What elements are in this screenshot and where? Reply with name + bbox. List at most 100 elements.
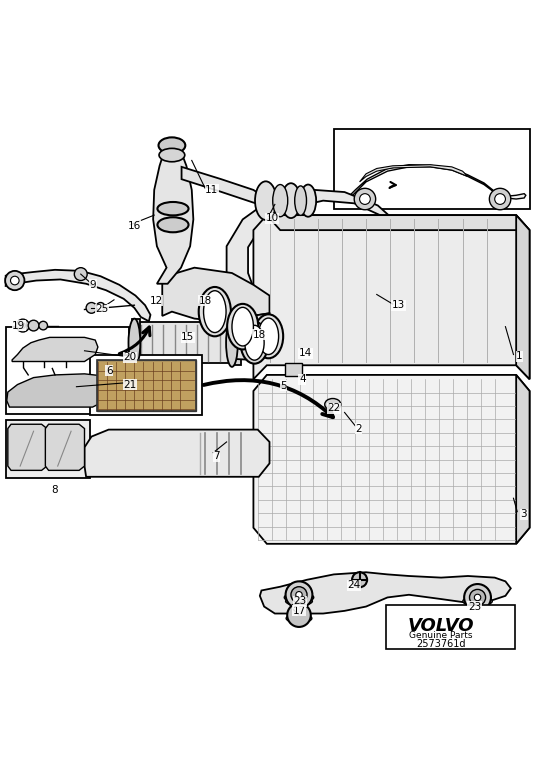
Ellipse shape — [463, 597, 492, 606]
Ellipse shape — [157, 217, 189, 232]
Ellipse shape — [254, 314, 283, 358]
Polygon shape — [516, 215, 530, 379]
Circle shape — [96, 303, 105, 311]
Ellipse shape — [300, 185, 316, 217]
Circle shape — [287, 604, 311, 627]
Ellipse shape — [128, 318, 140, 367]
Text: 11: 11 — [205, 185, 218, 195]
Ellipse shape — [204, 291, 226, 332]
Bar — [97, 361, 196, 411]
Polygon shape — [360, 165, 468, 182]
Polygon shape — [260, 572, 511, 614]
Circle shape — [10, 276, 19, 285]
Ellipse shape — [258, 318, 279, 354]
Polygon shape — [6, 421, 90, 478]
Circle shape — [354, 188, 376, 210]
Text: 18: 18 — [252, 330, 266, 339]
Text: 20: 20 — [123, 352, 137, 362]
Text: 6: 6 — [106, 366, 113, 375]
Text: 23: 23 — [294, 596, 307, 606]
Text: 18: 18 — [199, 296, 212, 306]
Circle shape — [495, 194, 506, 204]
Ellipse shape — [159, 149, 185, 162]
Ellipse shape — [324, 399, 341, 411]
Ellipse shape — [227, 304, 258, 350]
Text: 3: 3 — [521, 509, 527, 519]
Text: 19: 19 — [12, 321, 25, 331]
Ellipse shape — [273, 185, 288, 217]
Circle shape — [474, 594, 481, 601]
Text: 12: 12 — [149, 296, 163, 306]
Ellipse shape — [286, 597, 313, 605]
Bar — [231, 319, 240, 365]
Bar — [285, 363, 302, 376]
Circle shape — [469, 590, 486, 605]
Bar — [132, 319, 140, 365]
Text: 5: 5 — [280, 381, 287, 391]
Circle shape — [16, 319, 29, 332]
Text: 2573761d: 2573761d — [416, 639, 466, 649]
Text: 10: 10 — [266, 213, 279, 224]
Circle shape — [20, 323, 25, 328]
Text: 9: 9 — [90, 280, 96, 290]
Circle shape — [5, 271, 24, 290]
Ellipse shape — [158, 138, 185, 153]
Text: 25: 25 — [95, 304, 108, 314]
Text: 7: 7 — [213, 451, 220, 461]
Text: VOLVO: VOLVO — [408, 617, 474, 635]
Circle shape — [39, 321, 47, 330]
Text: 4: 4 — [299, 375, 306, 384]
Text: 16: 16 — [127, 221, 141, 231]
Text: 14: 14 — [299, 349, 312, 358]
Ellipse shape — [286, 614, 312, 622]
Bar — [386, 605, 515, 650]
Text: Genuine Parts: Genuine Parts — [409, 631, 473, 640]
Text: 17: 17 — [293, 606, 306, 616]
Ellipse shape — [240, 322, 268, 364]
Circle shape — [352, 572, 367, 587]
Circle shape — [360, 194, 370, 204]
Polygon shape — [226, 189, 416, 316]
Polygon shape — [134, 322, 232, 363]
Polygon shape — [253, 215, 530, 379]
Polygon shape — [8, 425, 47, 470]
Text: 2: 2 — [355, 424, 362, 433]
Circle shape — [291, 586, 307, 603]
Text: 1: 1 — [516, 351, 523, 361]
Circle shape — [489, 188, 511, 210]
Text: 23: 23 — [468, 601, 481, 612]
Ellipse shape — [245, 325, 264, 361]
Circle shape — [286, 581, 313, 608]
Circle shape — [74, 267, 87, 281]
Text: 8: 8 — [51, 485, 58, 495]
Polygon shape — [267, 215, 530, 230]
Circle shape — [86, 303, 97, 314]
Text: 24: 24 — [347, 580, 361, 590]
Polygon shape — [182, 167, 264, 206]
Ellipse shape — [226, 318, 238, 367]
Polygon shape — [232, 314, 270, 360]
Bar — [97, 361, 196, 411]
Bar — [334, 129, 530, 209]
Ellipse shape — [157, 202, 189, 215]
Polygon shape — [253, 375, 530, 543]
Circle shape — [464, 584, 491, 611]
Ellipse shape — [284, 593, 314, 602]
Text: 15: 15 — [181, 332, 194, 343]
Circle shape — [28, 320, 39, 331]
Circle shape — [296, 591, 302, 598]
Bar — [90, 355, 203, 415]
Polygon shape — [85, 429, 270, 477]
Ellipse shape — [295, 186, 307, 215]
Polygon shape — [153, 145, 194, 284]
Polygon shape — [12, 337, 98, 361]
Polygon shape — [162, 267, 270, 322]
Text: 22: 22 — [327, 404, 341, 413]
Text: 13: 13 — [392, 300, 405, 310]
Polygon shape — [45, 425, 85, 470]
Ellipse shape — [199, 287, 231, 336]
Ellipse shape — [281, 183, 300, 218]
Polygon shape — [342, 165, 526, 201]
Polygon shape — [7, 374, 116, 407]
Ellipse shape — [255, 181, 277, 220]
